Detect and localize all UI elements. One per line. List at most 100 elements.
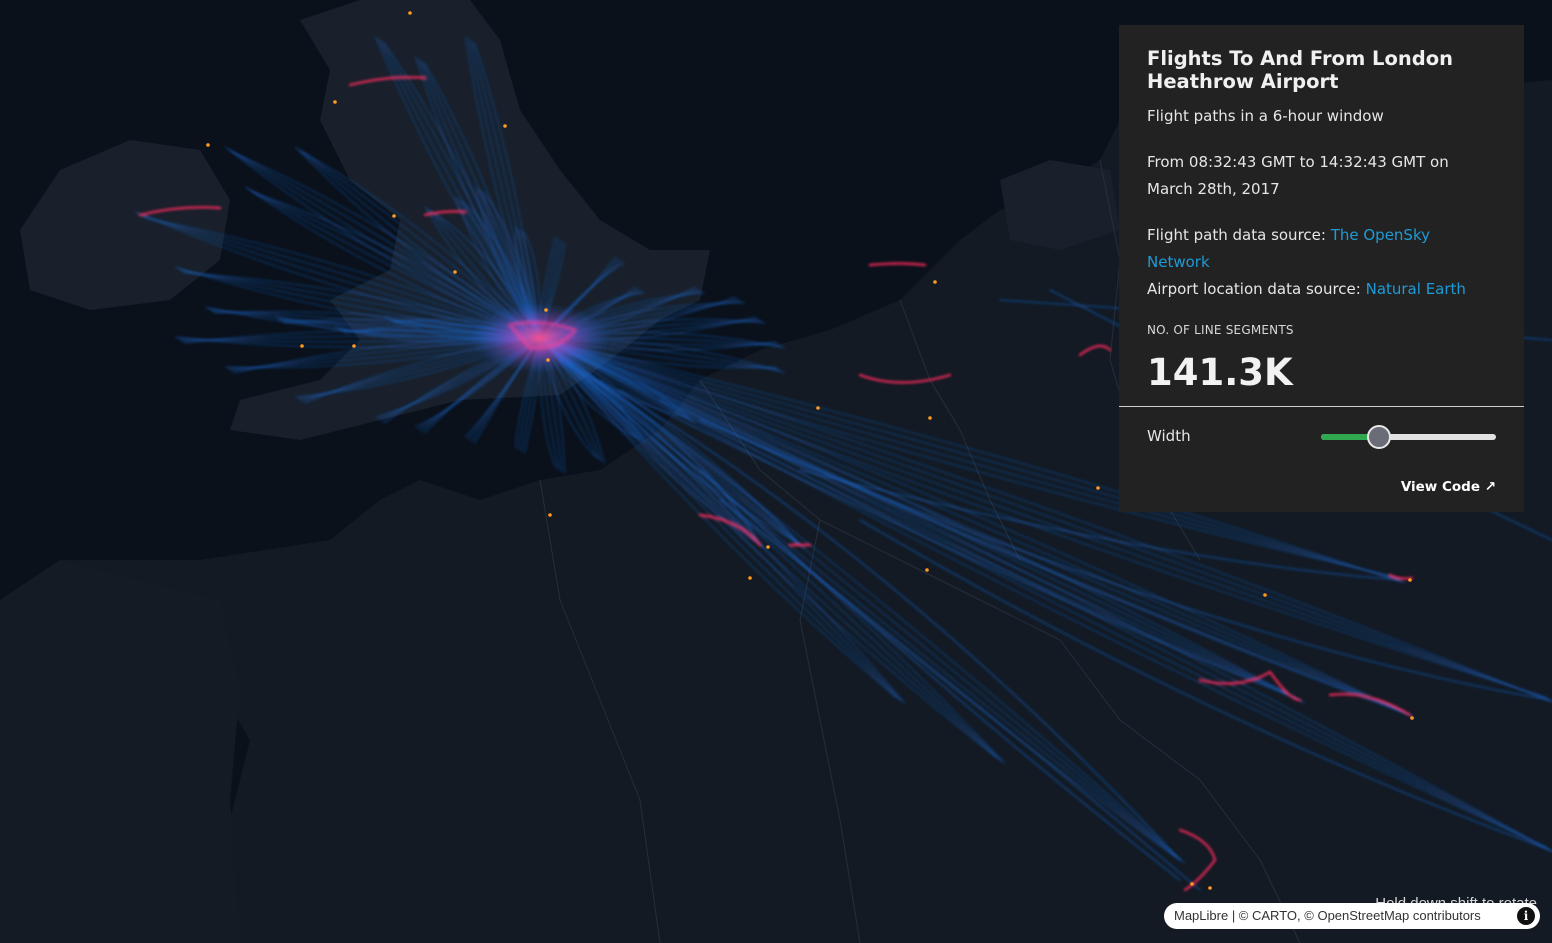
stat-value: 141.3K bbox=[1147, 351, 1293, 394]
flight-path bbox=[539, 337, 1403, 582]
approach-path bbox=[1198, 670, 1302, 702]
airport-dot bbox=[392, 214, 396, 218]
airport-source-label: Airport location data source: bbox=[1147, 280, 1366, 298]
flight-path bbox=[539, 337, 1406, 584]
approach-path bbox=[858, 373, 952, 384]
approach-path bbox=[868, 262, 927, 267]
flight-path bbox=[539, 337, 1547, 698]
long-haul-path bbox=[799, 469, 1401, 581]
approach-path bbox=[1328, 693, 1412, 717]
airport-dot bbox=[925, 568, 929, 572]
airport-dot bbox=[816, 406, 820, 410]
info-icon[interactable]: i bbox=[1517, 907, 1535, 925]
slider-track[interactable] bbox=[1321, 434, 1496, 440]
natural-earth-link[interactable]: Natural Earth bbox=[1365, 280, 1466, 298]
iberia-landmass bbox=[0, 560, 240, 943]
flight-path bbox=[374, 36, 541, 339]
airport-dot bbox=[766, 545, 770, 549]
width-control: Width bbox=[1147, 425, 1496, 449]
airport-dot bbox=[544, 308, 548, 312]
osm-link[interactable]: OpenStreetMap bbox=[1317, 908, 1410, 923]
long-haul-path bbox=[699, 469, 1181, 881]
airport-dot bbox=[206, 143, 210, 147]
airport-dot bbox=[548, 513, 552, 517]
panel-title: Flights To And From London Heathrow Airp… bbox=[1147, 47, 1454, 93]
flight-path bbox=[539, 337, 1000, 760]
flight-path bbox=[380, 40, 541, 339]
flight-path bbox=[423, 62, 541, 339]
flight-path bbox=[539, 337, 1416, 719]
data-sources: Flight path data source: The OpenSky Net… bbox=[1147, 222, 1496, 303]
flight-path bbox=[539, 337, 1407, 713]
width-label: Width bbox=[1147, 427, 1191, 445]
maplibre-link[interactable]: MapLibre bbox=[1174, 908, 1229, 923]
long-haul-path bbox=[859, 519, 1551, 851]
airport-dot bbox=[748, 576, 752, 580]
airport-dot bbox=[503, 124, 507, 128]
slider-fill bbox=[1321, 434, 1379, 440]
flight-path bbox=[377, 38, 541, 339]
flight-path bbox=[539, 337, 1552, 703]
flight-source-line: Flight path data source: The OpenSky Net… bbox=[1147, 222, 1496, 276]
scandinavia-landmass bbox=[1000, 160, 1120, 250]
airport-dot bbox=[300, 344, 304, 348]
airport-dot bbox=[1190, 882, 1194, 886]
flight-path bbox=[539, 337, 1550, 700]
airport-dot bbox=[1208, 886, 1212, 890]
flight-path bbox=[539, 337, 1413, 717]
width-slider[interactable] bbox=[1321, 425, 1496, 449]
approach-path bbox=[138, 206, 222, 217]
flight-path bbox=[539, 337, 1003, 762]
airport-markers bbox=[206, 11, 1414, 890]
flight-source-label: Flight path data source: bbox=[1147, 226, 1331, 244]
long-haul-path bbox=[599, 379, 1181, 861]
airport-dot bbox=[333, 100, 337, 104]
flight-path bbox=[539, 337, 1180, 860]
approach-path bbox=[423, 210, 467, 217]
airport-dot bbox=[1263, 593, 1267, 597]
opensky-link[interactable]: The OpenSky Network bbox=[1147, 226, 1430, 271]
airport-dot bbox=[933, 280, 937, 284]
heathrow-hub-glow bbox=[470, 303, 610, 373]
flight-path bbox=[539, 337, 1400, 580]
flight-path bbox=[539, 337, 1552, 852]
flight-path bbox=[539, 337, 1547, 848]
panel-subtitle: Flight paths in a 6-hour window bbox=[1147, 107, 1384, 125]
flight-path bbox=[539, 337, 1552, 853]
airport-dot bbox=[1096, 486, 1100, 490]
long-haul-path bbox=[619, 389, 1301, 701]
long-haul-path bbox=[719, 499, 1201, 891]
attribution-bar: MapLibre | © CARTO, © OpenStreetMap cont… bbox=[1164, 903, 1540, 929]
flight-path bbox=[539, 337, 1183, 862]
flight-path bbox=[470, 40, 541, 339]
airport-dot bbox=[453, 270, 457, 274]
slider-thumb[interactable] bbox=[1366, 425, 1391, 449]
time-range: From 08:32:43 GMT to 14:32:43 GMT on Mar… bbox=[1147, 153, 1449, 198]
flight-path bbox=[464, 36, 541, 339]
long-haul-path bbox=[569, 359, 801, 546]
flight-path bbox=[539, 337, 1550, 850]
flight-path bbox=[539, 337, 997, 758]
attribution-carto: | © CARTO, © bbox=[1228, 908, 1318, 923]
flight-path bbox=[539, 337, 1552, 702]
airport-dot bbox=[928, 416, 932, 420]
approach-path bbox=[348, 76, 427, 87]
flight-path bbox=[539, 337, 1297, 698]
info-panel: Flights To And From London Heathrow Airp… bbox=[1119, 25, 1524, 512]
airport-source-line: Airport location data source: Natural Ea… bbox=[1147, 276, 1496, 303]
attribution-contributors: contributors bbox=[1409, 908, 1481, 923]
approach-path bbox=[698, 513, 762, 547]
stat-label: NO. OF LINE SEGMENTS bbox=[1147, 323, 1294, 337]
airport-dot bbox=[1408, 578, 1412, 582]
approach-path bbox=[1078, 344, 1112, 357]
panel-divider bbox=[1119, 406, 1524, 407]
airport-dot bbox=[408, 11, 412, 15]
airport-dot bbox=[546, 358, 550, 362]
airport-dot bbox=[352, 344, 356, 348]
flight-path bbox=[473, 42, 541, 339]
view-code-link[interactable]: View Code ↗ bbox=[1400, 479, 1496, 495]
airport-dot bbox=[1410, 716, 1414, 720]
flight-path bbox=[539, 337, 897, 698]
approach-path bbox=[1178, 828, 1217, 892]
flight-path bbox=[539, 337, 1410, 715]
